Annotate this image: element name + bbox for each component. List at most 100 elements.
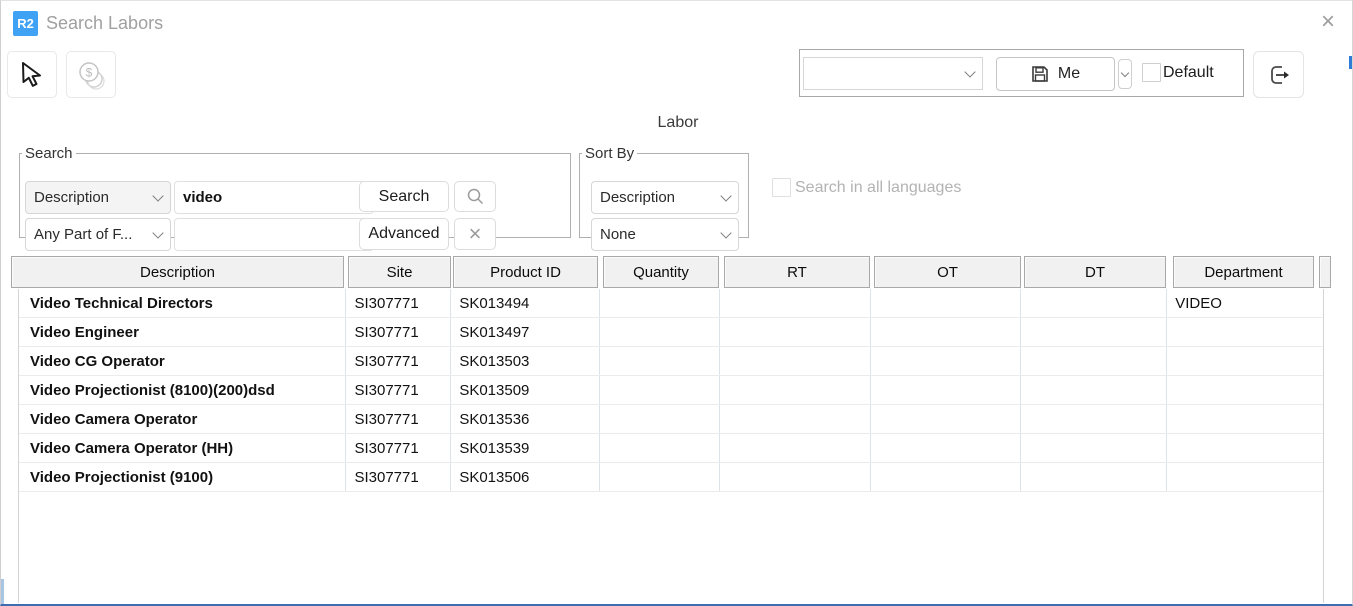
table-cell: SK013539 — [451, 434, 601, 462]
exit-arrow-icon — [1266, 62, 1292, 88]
exit-button[interactable] — [1253, 51, 1304, 98]
table-cell — [1167, 347, 1323, 375]
table-cell: SK013506 — [451, 463, 601, 491]
chevron-down-icon — [964, 65, 976, 78]
search-button-label: Search — [378, 187, 430, 205]
saved-view-dropdown[interactable] — [803, 57, 983, 90]
advanced-button-label: Advanced — [368, 225, 440, 242]
column-header-dt[interactable]: DT — [1024, 256, 1166, 288]
search-match-value: Any Part of F... — [34, 226, 133, 243]
table-cell — [871, 289, 1022, 317]
table-cell: Video Technical Directors — [19, 289, 347, 317]
chevron-down-icon — [152, 226, 164, 239]
table-cell — [720, 347, 871, 375]
x-mark-icon: × — [468, 221, 482, 246]
rates-button[interactable]: $ — [66, 51, 116, 98]
table-cell: Video Projectionist (9100) — [19, 463, 347, 491]
table-cell — [720, 318, 871, 346]
table-cell — [1021, 405, 1168, 433]
table-row[interactable]: Video Camera Operator SI307771 SK013536 — [19, 405, 1323, 434]
table-cell: VIDEO — [1175, 294, 1222, 312]
table-cell — [1021, 347, 1168, 375]
table-row[interactable]: Video CG Operator SI307771 SK013503 — [19, 347, 1323, 376]
r2-logo: R2 — [13, 11, 38, 36]
table-cell — [1021, 318, 1168, 346]
table-cell: SI307771 — [346, 463, 452, 491]
table-row[interactable]: Video Engineer SI307771 SK013497 — [19, 318, 1323, 347]
table-cell: SI307771 — [346, 318, 452, 346]
sort-secondary-dropdown[interactable]: None — [591, 218, 739, 251]
sort-primary-value: Description — [600, 189, 676, 206]
table-cell — [720, 405, 871, 433]
sort-by-legend: Sort By — [585, 145, 635, 162]
advanced-button[interactable]: Advanced — [359, 218, 449, 250]
table-cell — [871, 347, 1022, 375]
table-cell: Video Engineer — [19, 318, 347, 346]
column-header-rt[interactable]: RT — [724, 256, 870, 288]
table-cell — [1167, 405, 1323, 433]
window-edge-accent — [1349, 56, 1352, 69]
search-query-input[interactable] — [174, 181, 374, 214]
table-cell — [1021, 376, 1168, 404]
table-cell: SI307771 — [346, 347, 452, 375]
pointer-cursor-icon — [19, 61, 45, 89]
table-cell — [1167, 463, 1323, 491]
table-cell: SI307771 — [346, 405, 452, 433]
column-header-quantity[interactable]: Quantity — [603, 256, 719, 288]
search-button[interactable]: Search — [359, 181, 449, 212]
find-icon-button[interactable] — [454, 181, 496, 212]
table-cell: SK013536 — [451, 405, 601, 433]
table-row[interactable]: Video Camera Operator (HH) SI307771 SK0135… — [19, 434, 1323, 463]
table-cell — [600, 347, 720, 375]
table-cell — [720, 376, 871, 404]
table-cell — [600, 376, 720, 404]
column-header-product-id[interactable]: Product ID — [453, 256, 598, 288]
table-cell: SK013503 — [451, 347, 601, 375]
column-header-department[interactable]: Department — [1173, 256, 1314, 288]
table-row[interactable]: Video Projectionist (9100) SI307771 SK0135… — [19, 463, 1323, 492]
table-cell — [720, 463, 871, 491]
table-cell — [600, 289, 720, 317]
clear-search-button[interactable]: × — [454, 218, 496, 250]
sort-by-group: Sort By Description None — [579, 145, 749, 251]
table-cell — [600, 318, 720, 346]
search-match-dropdown[interactable]: Any Part of F... — [25, 218, 171, 251]
table-cell: Video Camera Operator (HH) — [19, 434, 347, 462]
table-cell — [1167, 318, 1323, 346]
table-cell: Video Camera Operator — [19, 405, 347, 433]
table-cell — [1021, 289, 1168, 317]
all-languages-checkbox[interactable] — [772, 178, 791, 197]
default-checkbox[interactable] — [1142, 63, 1161, 82]
sort-primary-dropdown[interactable]: Description — [591, 181, 739, 214]
table-cell — [1021, 434, 1168, 462]
save-options-dropdown-button[interactable] — [1118, 59, 1132, 89]
window-corner-accent — [1, 579, 4, 604]
table-row[interactable]: Video Technical Directors SI307771 SK01349… — [19, 289, 1323, 318]
table-cell: Video CG Operator — [19, 347, 347, 375]
table-cell: SK013509 — [451, 376, 601, 404]
secondary-search-input[interactable] — [174, 218, 374, 251]
table-body: Video Technical Directors SI307771 SK01349… — [18, 289, 1324, 603]
save-view-button[interactable]: Me — [996, 57, 1115, 91]
close-icon[interactable]: × — [1320, 8, 1335, 35]
table-cell — [1021, 463, 1168, 491]
table-cell — [600, 405, 720, 433]
table-cell: SI307771 — [346, 289, 452, 317]
table-cell: SI307771 — [346, 434, 452, 462]
search-field-dropdown[interactable]: Description — [25, 181, 171, 214]
default-checkbox-label: Default — [1163, 63, 1214, 81]
pointer-select-button[interactable] — [7, 51, 57, 98]
chevron-down-icon — [720, 226, 732, 239]
table-cell — [1167, 376, 1323, 404]
table-cell: SK013494 — [451, 289, 601, 317]
table-cell — [871, 463, 1022, 491]
table-row[interactable]: Video Projectionist (8100)(200)dsd SI3077… — [19, 376, 1323, 405]
dollar-coins-icon: $ — [76, 60, 106, 90]
table-cell: SI307771 — [346, 376, 452, 404]
column-header-ot[interactable]: OT — [874, 256, 1021, 288]
column-header-description[interactable]: Description — [11, 256, 344, 288]
dialog-title: Search Labors — [46, 13, 164, 33]
table-cell — [1167, 434, 1323, 462]
column-header-site[interactable]: Site — [348, 256, 451, 288]
